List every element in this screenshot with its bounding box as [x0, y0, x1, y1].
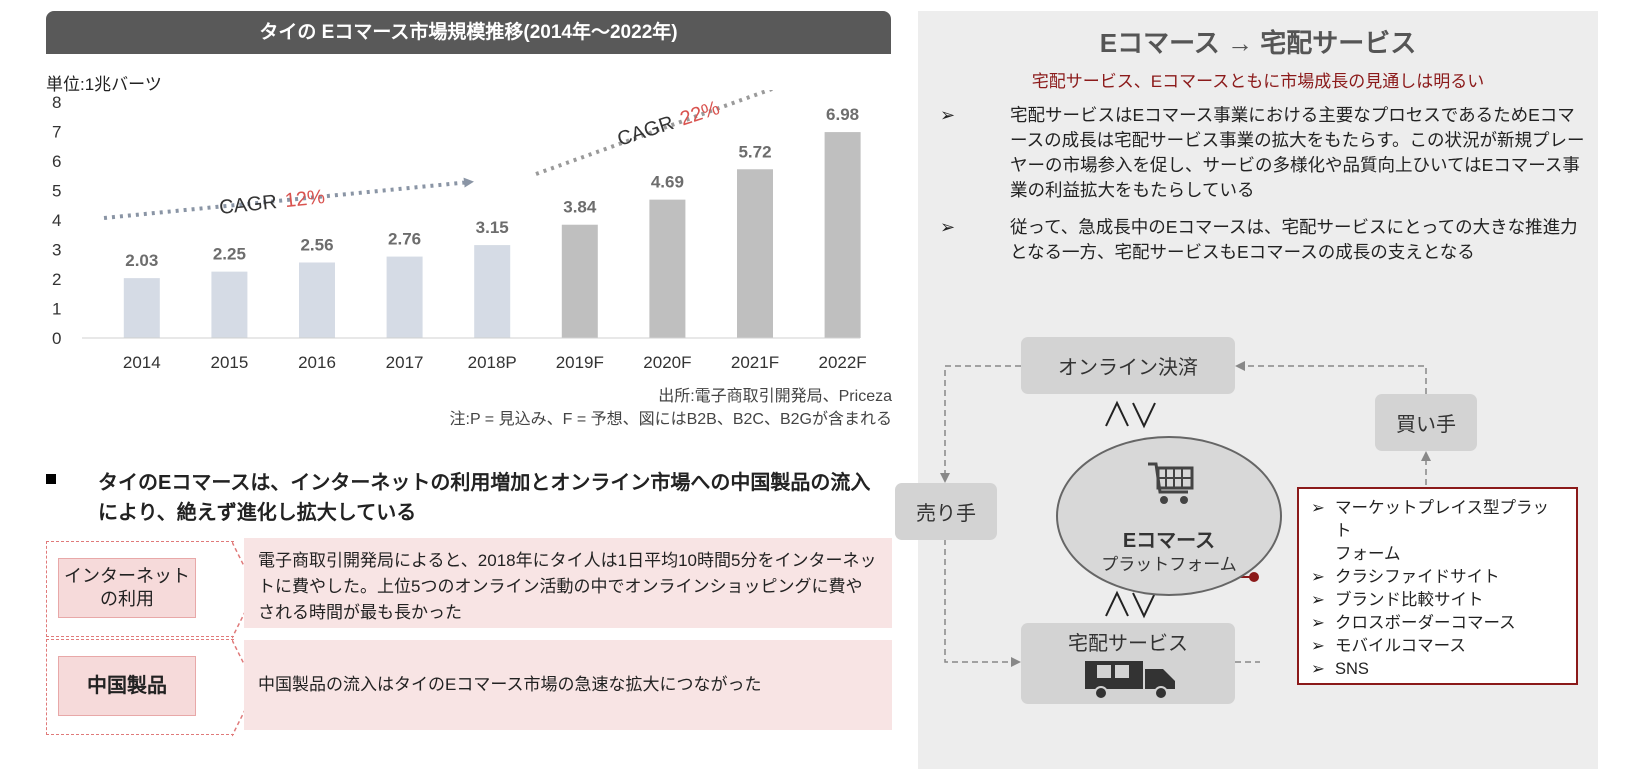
cagr-arrow-1 — [103, 177, 474, 220]
y-tick-label: 2 — [52, 270, 61, 289]
y-tick-label: 6 — [52, 152, 61, 171]
platform-types-box: ➢ マーケットプレイス型プラット フォーム ➢ クラシファイドサイト ➢ ブランド比較… — [1297, 487, 1578, 685]
cagr-1-value: 12% — [284, 186, 326, 212]
y-tick-label: 1 — [52, 300, 61, 319]
list-item: ➢ モバイルコマース — [1311, 637, 1466, 655]
x-tick-label: 2022F — [818, 353, 866, 372]
x-tick-label: 2019F — [556, 353, 604, 372]
bar — [561, 224, 598, 338]
y-tick-label: 4 — [52, 211, 61, 230]
cagr-2-value: 22% — [678, 97, 723, 130]
list-item: ➢ クラシファイドサイト — [1311, 568, 1500, 586]
y-tick-label: 0 — [52, 329, 61, 348]
bar-value-label: 4.69 — [651, 173, 684, 192]
factor-label-internet: インターネット の利用 — [58, 558, 196, 618]
list-item: フォーム — [1335, 545, 1401, 563]
bar — [737, 169, 773, 338]
factor-label-china: 中国製品 — [58, 656, 196, 716]
delivery-label: 宅配サービス — [1068, 633, 1188, 655]
arrow-bullet-icon: ➢ — [940, 105, 956, 125]
bar-value-label: 2.76 — [388, 230, 421, 249]
x-tick-label: 2016 — [298, 353, 336, 372]
list-item: ➢ SNS — [1311, 660, 1369, 678]
bar — [474, 245, 511, 338]
market-size-chart: 0 1 2 3 4 5 6 7 8 2.03 2.25 2.56 2.76 3.15 3.84 4.69 5.… — [52, 90, 867, 372]
factor-desc-internet: 電子商取引開発局によると、2018年にタイ人は1日平均10時間5分をインターネッ… — [244, 538, 892, 628]
note-line: 注:P = 見込み、F = 予想、図にはB2B、B2C、B2Gが含まれる — [449, 411, 892, 428]
online-payment-node: オンライン決済 — [1021, 337, 1235, 394]
bar-value-label: 5.72 — [738, 142, 771, 161]
arrow-bullet-icon: ➢ — [940, 217, 956, 237]
list-item: ➢ ブランド比較サイト — [1311, 591, 1484, 609]
x-tick-label: 2017 — [386, 353, 424, 372]
bar — [211, 271, 248, 338]
bullet-square-icon — [46, 474, 56, 484]
shopping-cart-icon — [1148, 462, 1194, 504]
delivery-service-node: 宅配サービス — [1021, 623, 1235, 704]
list-item: ➢ マーケットプレイス型プラット — [1311, 499, 1550, 540]
double-arrow-icon-bottom — [1105, 590, 1156, 619]
y-tick-label: 8 — [52, 93, 61, 112]
bar — [386, 256, 423, 338]
bar — [299, 262, 335, 338]
bar — [123, 278, 160, 338]
x-tick-label: 2020F — [643, 353, 691, 372]
cagr-arrow-2 — [535, 90, 776, 176]
x-tick-label: 2021F — [731, 353, 779, 372]
list-item: ➢ クロスボーダーコマース — [1311, 614, 1516, 632]
right-bullet-2: ➢ 従って、急成長中のEコマースは、宅配サービスにとっての大きな推進力となる一方… — [940, 217, 1578, 262]
y-tick-label: 3 — [52, 241, 61, 260]
chart-title: タイの Eコマース市場規模推移(2014年〜2022年) — [46, 11, 891, 54]
factor-tag-internet: インターネット の利用 — [46, 541, 257, 639]
factor-tag-china: 中国製品 — [46, 639, 257, 737]
unit-label: 単位:1兆バーツ — [46, 75, 162, 94]
right-subtitle: 宅配サービス、Eコマースともに市場成長の見通しは明るい — [1031, 72, 1485, 91]
ecommerce-platform-node: Eコマース プラットフォーム — [1056, 436, 1282, 596]
y-tick-label: 7 — [52, 123, 61, 142]
x-tick-label: 2018P — [468, 353, 517, 372]
main-bullet: タイのEコマースは、インターネットの利用増加とオンライン市場への中国製品の流入に… — [98, 472, 871, 524]
cagr-1-label: CAGR — [218, 191, 278, 219]
y-tick-label: 5 — [52, 182, 61, 201]
factor-desc-china: 中国製品の流入はタイのEコマース市場の急速な拡大につながった — [244, 640, 892, 730]
bar-value-label: 3.84 — [563, 198, 597, 217]
bar-value-label: 6.98 — [826, 105, 859, 124]
ecommerce-title: Eコマース — [1122, 530, 1216, 552]
x-tick-label: 2015 — [210, 353, 248, 372]
left-panel: タイの Eコマース市場規模推移(2014年〜2022年) 単位:1兆バーツ 0 1… — [46, 11, 892, 737]
right-title: Eコマース → 宅配サービス — [1099, 28, 1417, 58]
source-line: 出所:電子商取引開発局、Priceza — [658, 388, 892, 405]
double-arrow-icon-top — [1105, 400, 1156, 429]
delivery-truck-icon — [1085, 661, 1175, 699]
buyer-node: 買い手 — [1375, 394, 1477, 451]
bar-value-label: 2.03 — [125, 251, 158, 270]
bar — [649, 199, 686, 338]
bar-value-label: 2.56 — [300, 235, 333, 254]
bar-value-label: 2.25 — [213, 245, 246, 264]
seller-node: 売り手 — [895, 483, 997, 540]
x-tick-label: 2014 — [123, 353, 161, 372]
bar-value-label: 3.15 — [476, 218, 509, 237]
ecommerce-subtitle: プラットフォーム — [1101, 555, 1237, 574]
bar — [824, 132, 861, 338]
right-bullet-1: ➢ 宅配サービスはEコマース事業における主要なプロセスであるためEコマースの成長… — [940, 105, 1585, 200]
cagr-2-label: CAGR — [615, 112, 677, 151]
right-panel: Eコマース → 宅配サービス 宅配サービス、Eコマースともに市場成長の見通しは明… — [895, 11, 1598, 769]
